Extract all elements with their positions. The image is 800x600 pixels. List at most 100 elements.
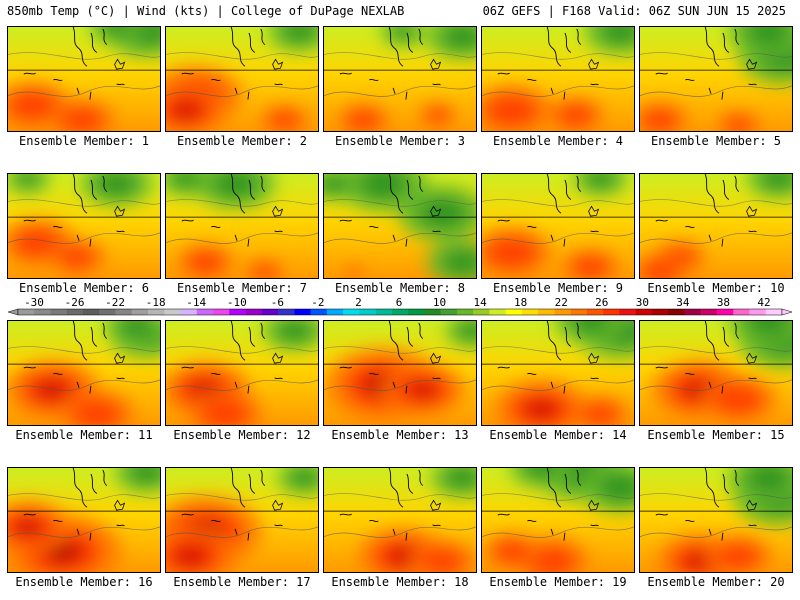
ensemble-map-panel xyxy=(323,467,477,573)
ensemble-member-label: Ensemble Member: 5 xyxy=(650,134,782,148)
colorbar-segment xyxy=(635,309,653,315)
colorbar-segment xyxy=(668,309,685,315)
colorbar-segment xyxy=(115,309,133,315)
ensemble-member-label: Ensemble Member: 2 xyxy=(176,134,308,148)
ensemble-member-label: Ensemble Member: 6 xyxy=(18,281,150,295)
ensemble-member-label: Ensemble Member: 10 xyxy=(647,281,785,295)
ensemble-member-label: Ensemble Member: 9 xyxy=(492,281,624,295)
colorbar-segment xyxy=(538,309,555,315)
colorbar-segment xyxy=(505,309,523,315)
colorbar-segment xyxy=(50,309,68,315)
ensemble-member-label: Ensemble Member: 20 xyxy=(647,575,785,589)
colorbar-tick-label: -22 xyxy=(105,296,125,309)
colorbar-tick-label: 22 xyxy=(555,296,568,309)
colorbar-segment xyxy=(603,309,620,315)
ensemble-map-panel xyxy=(323,26,477,132)
colorbar-segment xyxy=(684,309,702,315)
colorbar-segment xyxy=(310,309,328,315)
ensemble-member-label: Ensemble Member: 16 xyxy=(15,575,153,589)
colorbar-tick-label: 42 xyxy=(757,296,770,309)
colorbar-segment xyxy=(18,309,35,315)
ensemble-map-panel xyxy=(481,320,635,426)
ensemble-map-panel xyxy=(165,26,319,132)
ensemble-map-panel xyxy=(639,320,793,426)
colorbar-segment xyxy=(570,309,588,315)
ensemble-member-label: Ensemble Member: 4 xyxy=(492,134,624,148)
colorbar-segment xyxy=(391,309,409,315)
colorbar-tick-label: 14 xyxy=(473,296,487,309)
run-valid-time: 06Z GEFS | F168 Valid: 06Z SUN JUN 15 20… xyxy=(482,4,786,18)
ensemble-member-label: Ensemble Member: 14 xyxy=(489,428,627,442)
colorbar-tick-label: 30 xyxy=(636,296,649,309)
colorbar-segment xyxy=(148,309,165,315)
colorbar-segment xyxy=(245,309,263,315)
ensemble-map-panel xyxy=(481,26,635,132)
colorbar-segment xyxy=(343,309,360,315)
ensemble-map-panel xyxy=(7,173,161,279)
colorbar-segment xyxy=(424,309,441,315)
colorbar-tick-label: 34 xyxy=(676,296,690,309)
ensemble-member-label: Ensemble Member: 13 xyxy=(331,428,469,442)
colorbar-tick-label: -26 xyxy=(65,296,85,309)
colorbar-segment xyxy=(619,309,637,315)
ensemble-member-label: Ensemble Member: 3 xyxy=(334,134,466,148)
colorbar-segment xyxy=(521,309,539,315)
ensemble-member-label: Ensemble Member: 12 xyxy=(173,428,311,442)
colorbar-segment xyxy=(733,309,750,315)
colorbar-segment xyxy=(99,309,116,315)
colorbar-segment xyxy=(213,309,230,315)
ensemble-map-panel xyxy=(323,320,477,426)
ensemble-map-panel xyxy=(165,467,319,573)
ensemble-map-panel xyxy=(7,467,161,573)
colorbar-left-arrow xyxy=(7,308,19,316)
ensemble-map-panel xyxy=(323,173,477,279)
colorbar-tick-label: -18 xyxy=(146,296,166,309)
colorbar-segment xyxy=(229,309,246,315)
colorbar-right-arrow xyxy=(781,308,793,316)
colorbar-segment xyxy=(359,309,376,315)
colorbar-segment xyxy=(278,309,295,315)
chart-title: 850mb Temp (°C) | Wind (kts) | College o… xyxy=(7,4,405,18)
colorbar-segment xyxy=(456,309,474,315)
ensemble-member-label: Ensemble Member: 19 xyxy=(489,575,627,589)
colorbar-segment xyxy=(196,309,214,315)
ensemble-member-label: Ensemble Member: 7 xyxy=(176,281,308,295)
colorbar-segment xyxy=(716,309,734,315)
colorbar-tick-label: 18 xyxy=(514,296,527,309)
colorbar-segment xyxy=(131,309,149,315)
ensemble-map-panel xyxy=(7,320,161,426)
colorbar-segment xyxy=(700,309,718,315)
colorbar-tick-label: -14 xyxy=(186,296,206,309)
colorbar-segment xyxy=(34,309,51,315)
ensemble-member-label: Ensemble Member: 1 xyxy=(18,134,150,148)
colorbar-segment xyxy=(66,309,84,315)
colorbar-segment xyxy=(765,309,783,315)
colorbar-segment xyxy=(408,309,425,315)
ensemble-map-panel xyxy=(639,467,793,573)
colorbar-segment xyxy=(294,309,311,315)
ensemble-member-label: Ensemble Member: 8 xyxy=(334,281,466,295)
colorbar-tick-label: 10 xyxy=(433,296,446,309)
colorbar-segment xyxy=(749,309,767,315)
colorbar-tick-label: -30 xyxy=(24,296,44,309)
colorbar-segment xyxy=(261,309,279,315)
colorbar-segment xyxy=(440,309,458,315)
ensemble-member-label: Ensemble Member: 15 xyxy=(647,428,785,442)
colorbar-segment xyxy=(326,309,344,315)
colorbar-segment xyxy=(180,309,198,315)
colorbar-tick-label: 26 xyxy=(595,296,608,309)
colorbar-segment xyxy=(651,309,669,315)
ensemble-member-label: Ensemble Member: 17 xyxy=(173,575,311,589)
colorbar-segment xyxy=(164,309,181,315)
ensemble-map-panel xyxy=(165,173,319,279)
ensemble-member-label: Ensemble Member: 18 xyxy=(331,575,469,589)
temperature-colorbar: -30 -26 -22 -18 -14 -10 -6 -2 2 6 10 14 18 22 26 30 34 38… xyxy=(0,296,800,320)
colorbar-segment xyxy=(586,309,604,315)
colorbar-segment xyxy=(375,309,393,315)
colorbar-tick-label: -2 xyxy=(311,296,324,309)
ensemble-map-panel xyxy=(639,26,793,132)
colorbar-segment xyxy=(83,309,100,315)
colorbar-segment xyxy=(473,309,490,315)
ensemble-map-panel xyxy=(481,173,635,279)
ensemble-map-panel xyxy=(481,467,635,573)
